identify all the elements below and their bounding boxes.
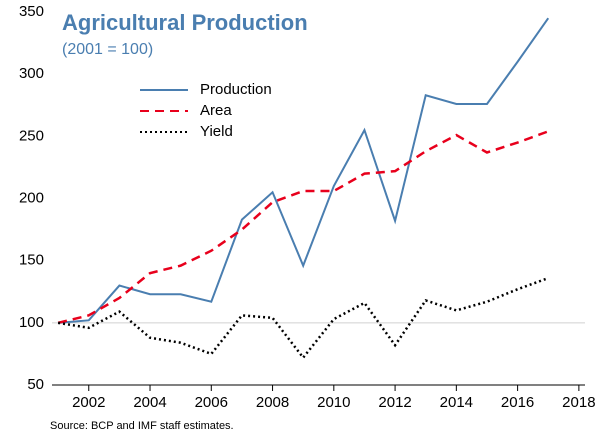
x-tick-label: 2012 xyxy=(378,394,411,411)
chart-title: Agricultural Production xyxy=(62,10,308,35)
series-line xyxy=(57,130,549,325)
x-tick-label: 2010 xyxy=(317,394,350,411)
chart-subtitle: (2001 = 100) xyxy=(62,41,153,58)
y-tick-label: 50 xyxy=(27,376,44,393)
x-tick-label: 2006 xyxy=(195,394,228,411)
x-tick-label: 2016 xyxy=(501,394,534,411)
x-tick-label: 2002 xyxy=(72,394,105,411)
y-tick-label: 150 xyxy=(19,252,44,269)
x-tick-label: 2004 xyxy=(133,394,166,411)
y-tick-label: 300 xyxy=(19,65,44,82)
legend-label: Area xyxy=(200,102,232,119)
x-tick-label: 2008 xyxy=(256,394,289,411)
x-tick-label: 2014 xyxy=(440,394,473,411)
y-tick-label: 100 xyxy=(19,314,44,331)
legend-label: Yield xyxy=(200,123,233,140)
source-note: Source: BCP and IMF staff estimates. xyxy=(50,420,234,432)
legend-label: Production xyxy=(200,81,272,98)
y-tick-label: 250 xyxy=(19,127,44,144)
y-tick-label: 350 xyxy=(19,3,44,20)
series-line xyxy=(58,17,550,324)
y-tick-label: 200 xyxy=(19,189,44,206)
x-tick-label: 2018 xyxy=(562,394,595,411)
